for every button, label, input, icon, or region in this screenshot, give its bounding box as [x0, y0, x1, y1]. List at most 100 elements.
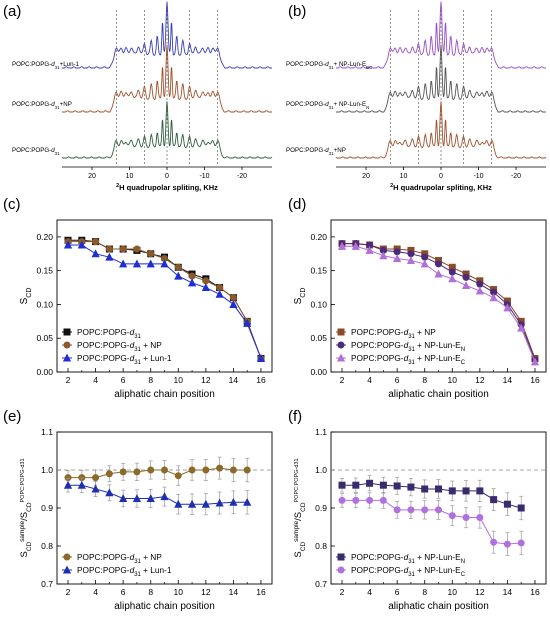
y-tick-label: 0.7 — [41, 579, 53, 589]
data-point — [201, 283, 210, 292]
data-point — [91, 484, 100, 493]
data-point — [119, 494, 128, 503]
data-point — [352, 496, 360, 504]
data-point — [119, 468, 127, 476]
data-point — [379, 251, 388, 260]
data-point — [92, 474, 100, 482]
panel-label-f: (f) — [288, 408, 303, 425]
data-point — [105, 252, 114, 261]
data-point — [174, 263, 182, 271]
data-point — [434, 260, 442, 268]
data-point — [63, 240, 73, 249]
x-tick-label: 10 — [174, 375, 184, 385]
legend-marker — [62, 353, 72, 362]
x-tick-label: 8 — [148, 375, 153, 385]
data-point — [476, 513, 484, 521]
data-point — [92, 238, 100, 246]
spectrum-line — [335, 101, 547, 159]
x-axis-label: 2H quadrupolar spliting, KHz — [390, 183, 492, 192]
legend-marker — [337, 553, 345, 561]
x-tick-label: 10 — [126, 173, 134, 180]
x-tick-label: 12 — [475, 587, 485, 597]
data-point — [202, 466, 210, 474]
data-point — [132, 494, 142, 503]
data-point — [160, 259, 169, 268]
data-point — [174, 499, 183, 508]
data-point — [503, 303, 512, 312]
data-point — [161, 466, 169, 474]
data-point — [379, 481, 387, 489]
x-tick-label: 2 — [340, 587, 345, 597]
x-tick-label: 0 — [165, 173, 169, 180]
data-point — [530, 357, 540, 366]
data-point — [448, 487, 456, 495]
data-point — [407, 506, 415, 514]
x-tick-label: 10 — [174, 587, 184, 597]
x-tick-label: 6 — [395, 375, 400, 385]
y-tick-label: 0.20 — [310, 232, 327, 242]
data-point — [132, 259, 142, 268]
data-point — [105, 245, 113, 253]
legend-label: POPC:POPG-d31 + Lun-1 — [77, 565, 172, 578]
legend-label: POPC:POPG-d31 + NP — [77, 552, 162, 565]
x-tick-label: 20 — [88, 173, 96, 180]
y-tick-label: 1.0 — [315, 465, 327, 475]
y-tick-label: 0.10 — [36, 299, 53, 309]
data-point — [133, 245, 141, 253]
data-point — [229, 497, 238, 506]
x-tick-label: 6 — [121, 587, 126, 597]
y-axis-label: SCDsample/SCDPOPC:POPG-d31 — [293, 458, 307, 557]
panel-label-e: (e) — [3, 408, 22, 425]
data-point — [462, 487, 470, 495]
data-point — [489, 293, 498, 302]
y-tick-label: 0.8 — [315, 541, 327, 551]
data-point — [338, 481, 346, 489]
spectrum-line — [336, 44, 546, 113]
x-tick-label: 12 — [475, 375, 485, 385]
data-point — [105, 470, 113, 478]
x-tick-label: -20 — [237, 173, 247, 180]
spectrum-panel-a: POPC:POPG-d31+Lun-1 POPC:POPG-d31+NP POPC:… — [12, 1, 273, 192]
legend-label: POPC:POPG-d31 + NP-Lun-EN — [351, 340, 465, 353]
x-axis-label: aliphatic chain position — [388, 389, 489, 400]
x-tick-label: 10 — [448, 587, 458, 597]
spectrum-label: POPC:POPG-d31+NP — [12, 101, 72, 110]
legend-label: POPC:POPG-d31 — [77, 327, 142, 340]
legend-label: POPC:POPG-d31 + NP — [351, 327, 436, 340]
data-point — [243, 318, 252, 327]
y-tick-label: 0.10 — [310, 299, 327, 309]
x-tick-label: 4 — [93, 375, 98, 385]
spectrum-label: POPC:POPG-d31 — [12, 147, 60, 156]
data-point — [421, 506, 429, 514]
x-axis-label: 2H quadrupolar spliting, KHz — [116, 183, 218, 192]
panel-label-c: (c) — [3, 196, 21, 213]
panel-label-a: (a) — [3, 3, 22, 20]
x-tick-label: 4 — [93, 587, 98, 597]
data-point — [105, 488, 114, 497]
data-point — [406, 256, 416, 265]
data-point — [365, 245, 374, 254]
panel-label-d: (d) — [288, 196, 307, 213]
legend-marker — [63, 341, 71, 349]
x-tick-label: 16 — [256, 375, 266, 385]
data-point — [119, 245, 127, 253]
y-tick-label: 0.00 — [36, 367, 53, 377]
spectrum-line — [62, 44, 272, 113]
spectrum-label: POPC:POPG-d31+ NP-Lun-EN — [286, 101, 369, 110]
data-point — [146, 259, 155, 268]
legend-marker — [337, 341, 345, 349]
data-point — [188, 272, 196, 280]
y-tick-label: 0.7 — [315, 579, 327, 589]
x-tick-label: 2 — [66, 587, 71, 597]
spectrum-label: POPC:POPG-d31+ NP-Lun-EBC — [286, 61, 373, 70]
order-panel-e: 2 4 6 8 10 12 14 16 0.7 0.8 0.9 1.0 1.1 aliphatic cha… — [19, 427, 273, 612]
data-point — [174, 271, 183, 280]
data-point — [517, 323, 526, 332]
data-point — [420, 259, 429, 268]
data-point — [462, 513, 470, 521]
data-point — [407, 483, 415, 491]
y-axis-label: SCD — [293, 288, 307, 305]
y-tick-label: 0.20 — [36, 232, 53, 242]
data-point — [229, 299, 238, 308]
